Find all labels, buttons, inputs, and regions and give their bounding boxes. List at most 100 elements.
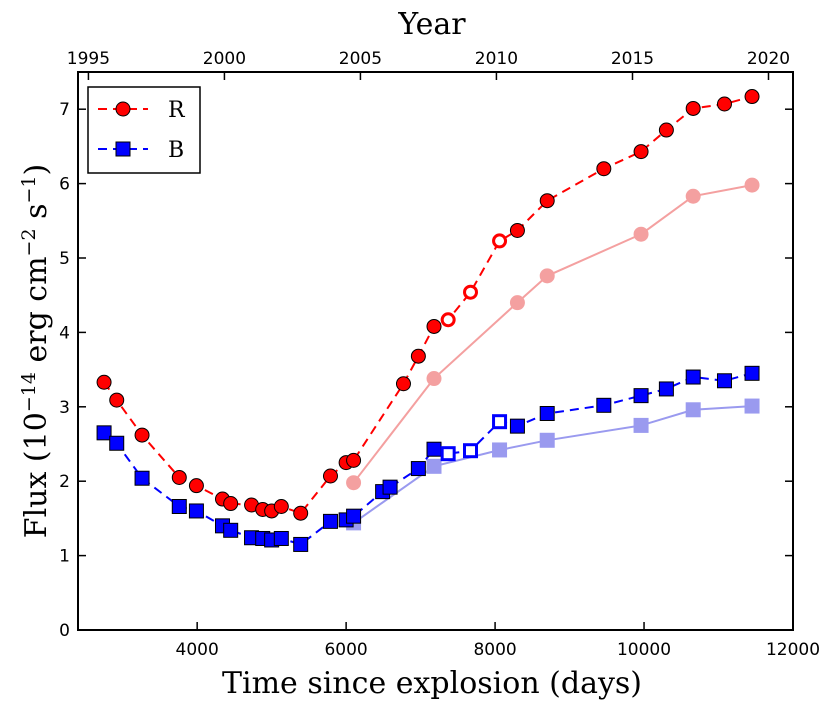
data-point-b-faded <box>426 458 442 474</box>
data-point-b <box>171 498 187 514</box>
data-point-b <box>716 373 732 389</box>
data-point-r-faded <box>346 475 362 491</box>
y-axis-title-units2: s <box>19 203 54 228</box>
y-axis-title-exp2: −2 <box>18 228 40 256</box>
data-point-r <box>492 233 508 249</box>
x-tick-label: 12000 <box>766 640 820 660</box>
x-axis-title: Time since explosion (days) <box>222 666 642 701</box>
x-tick-label: 4000 <box>176 640 219 660</box>
x-tick-label: 10000 <box>617 640 671 660</box>
y-tick-label: 5 <box>59 249 70 269</box>
data-point-b <box>109 435 125 451</box>
data-point-r <box>346 452 362 468</box>
data-point-r <box>293 505 309 521</box>
y-tick-label: 7 <box>59 100 70 120</box>
faded-series-layer <box>346 177 760 531</box>
y-tick-label: 1 <box>59 547 70 567</box>
top-tick-label: 2005 <box>339 49 382 69</box>
y-tick-label: 0 <box>59 621 70 641</box>
data-point-b <box>539 405 555 421</box>
data-point-r-faded <box>744 177 760 193</box>
data-point-b <box>322 513 338 529</box>
data-point-b-faded <box>685 402 701 418</box>
data-point-r <box>273 498 289 514</box>
axis-ticks: 4000 6000 8000 10000 12000 0 1 2 3 4 5 6 7 1995 2000 20… <box>59 49 820 660</box>
data-point-b <box>463 443 479 459</box>
top-axis-title: Year <box>397 7 466 42</box>
data-point-r <box>96 374 112 390</box>
data-point-b-faded <box>492 442 508 458</box>
data-point-b <box>658 381 674 397</box>
y-tick-label: 2 <box>59 472 70 492</box>
data-point-r <box>395 376 411 392</box>
data-point-r-faded <box>539 268 555 284</box>
data-point-r <box>685 100 701 116</box>
data-point-r <box>223 496 239 512</box>
data-point-b <box>273 530 289 546</box>
y-axis-title-prefix: Flux (10 <box>19 412 54 538</box>
y-axis-title-exp: −14 <box>18 372 40 412</box>
y-axis-title-units: erg cm <box>19 256 54 372</box>
top-tick-label: 1995 <box>67 49 110 69</box>
data-point-r <box>109 392 125 408</box>
data-point-b <box>188 503 204 519</box>
legend-marker-r <box>115 101 131 117</box>
top-tick-label: 2015 <box>611 49 654 69</box>
series-line-r <box>103 95 753 515</box>
legend-marker-b <box>115 141 131 157</box>
data-point-b <box>440 446 456 462</box>
data-point-b <box>96 425 112 441</box>
data-point-r <box>171 469 187 485</box>
data-point-r <box>596 161 612 177</box>
data-point-b <box>426 441 442 457</box>
data-point-r <box>716 96 732 112</box>
data-point-b <box>223 522 239 538</box>
data-point-r-faded <box>685 188 701 204</box>
data-point-r <box>658 122 674 138</box>
data-point-b-faded <box>539 432 555 448</box>
series-line-b <box>103 372 753 546</box>
data-point-b <box>685 369 701 385</box>
data-point-b-faded <box>633 417 649 433</box>
data-point-r <box>633 144 649 160</box>
data-point-b <box>596 397 612 413</box>
data-point-r <box>134 427 150 443</box>
top-tick-label: 2020 <box>747 49 790 69</box>
data-point-b <box>509 418 525 434</box>
x-tick-label: 8000 <box>473 640 516 660</box>
data-point-b <box>134 470 150 486</box>
data-point-r <box>188 478 204 494</box>
data-point-r <box>463 284 479 300</box>
y-tick-label: 3 <box>59 398 70 418</box>
x-tick-label: 6000 <box>324 640 367 660</box>
legend: R B <box>87 86 201 174</box>
data-point-r <box>539 193 555 209</box>
y-tick-label: 4 <box>59 323 70 343</box>
plot-frame <box>77 71 794 631</box>
data-point-b <box>346 508 362 524</box>
data-point-r-faded <box>426 371 442 387</box>
y-tick-label: 6 <box>59 175 70 195</box>
top-tick-label: 2000 <box>203 49 246 69</box>
data-point-r <box>322 468 338 484</box>
data-point-r <box>410 348 426 364</box>
data-point-b <box>293 536 309 552</box>
y-axis-title-close: ) <box>19 164 54 176</box>
data-point-b <box>382 479 398 495</box>
data-point-r-faded <box>633 226 649 242</box>
data-point-r <box>509 222 525 238</box>
data-point-b <box>492 414 508 430</box>
data-point-b-faded <box>744 398 760 414</box>
y-axis-title-exp3: −1 <box>18 175 40 203</box>
data-point-r-faded <box>509 295 525 311</box>
legend-box <box>87 86 201 174</box>
legend-label-r: R <box>168 98 186 123</box>
y-axis-title: Flux (10−14 erg cm−2 s−1) <box>18 164 54 539</box>
legend-label-b: B <box>168 138 184 163</box>
data-point-b <box>744 365 760 381</box>
data-point-r <box>744 89 760 105</box>
top-tick-label: 2010 <box>475 49 518 69</box>
data-point-b <box>633 388 649 404</box>
data-point-r <box>440 312 456 328</box>
